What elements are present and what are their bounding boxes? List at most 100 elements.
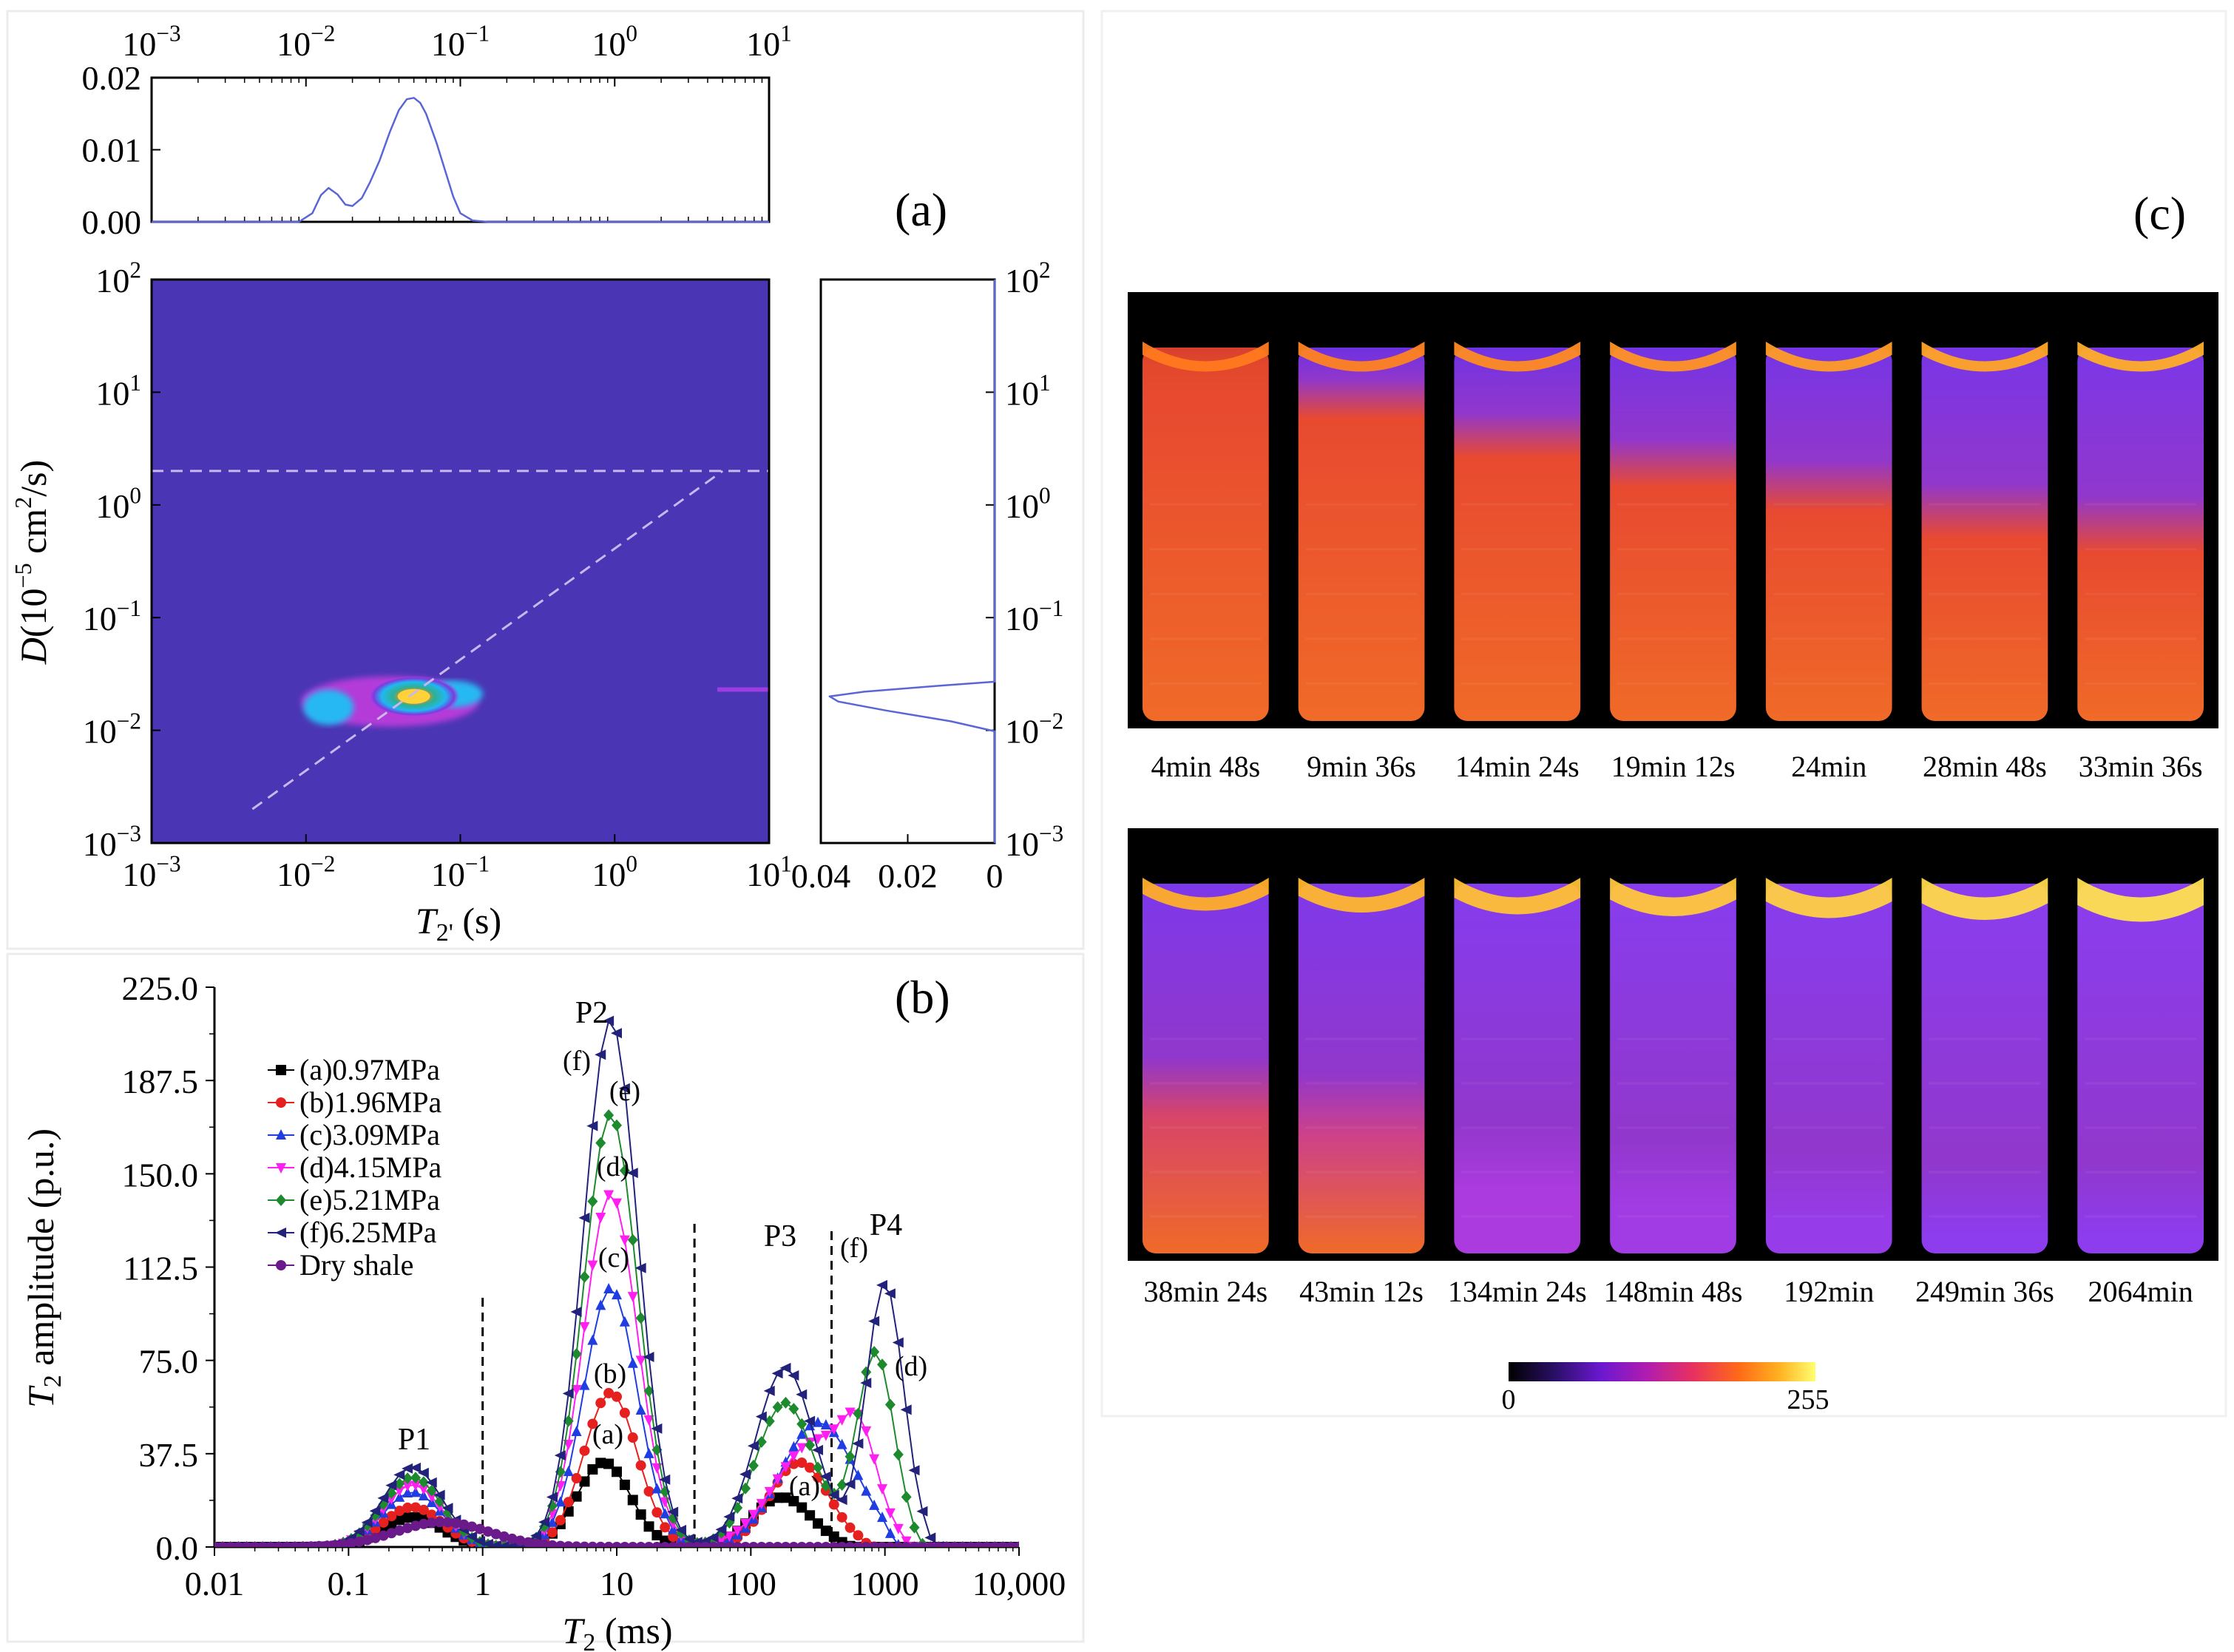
b-marker-circle [563, 1541, 574, 1547]
b-marker-circle [909, 1542, 920, 1547]
b-x-tick-label: 1 [474, 1565, 491, 1602]
c-colorbar-max-label: 255 [1787, 1384, 1829, 1415]
b-marker-triangle-left [530, 1530, 542, 1541]
b-legend-entry: (a)0.97MPa [299, 1053, 440, 1086]
panel-c-label: (c) [2133, 187, 2186, 240]
b-marker-square [805, 1510, 816, 1521]
b-marker-triangle-left [827, 1489, 839, 1500]
b-marker-circle [853, 1542, 864, 1547]
panel-a-right-projection: 0.04 0.02 010−3 10−2 10−1 100 101 102 [791, 257, 1064, 895]
top-x-tick-label: 101 [746, 21, 792, 63]
b-x-tick-label: 0.01 [185, 1565, 245, 1602]
b-legend-entry: Dry shale [299, 1248, 413, 1282]
b-marker-diamond [668, 1511, 679, 1524]
b-marker-triangle-left [739, 1469, 751, 1480]
b-y-axis-label: T2 amplitude (p.u.) [20, 1128, 67, 1408]
panel-b-frame [6, 952, 1085, 1643]
b-marker-circle [828, 1499, 839, 1510]
b-marker-circle [708, 1542, 719, 1547]
b-marker-triangle-up [402, 1487, 413, 1498]
b-marker-triangle-down [844, 1407, 856, 1418]
b-marker-diamond [635, 1312, 646, 1324]
b-marker-triangle-down [740, 1519, 751, 1530]
c-sample-body [2077, 348, 2204, 721]
b-marker-square [643, 1521, 654, 1532]
b-marker-triangle-left [481, 1538, 493, 1547]
b-marker-triangle-left [441, 1503, 453, 1514]
map-edge-streak [717, 687, 769, 692]
c-sample-image [1765, 878, 1892, 1253]
b-x-tick-label: 100 [725, 1565, 776, 1602]
b-marker-diamond [627, 1233, 638, 1246]
b-marker-triangle-left [554, 1450, 566, 1461]
b-marker-circle [965, 1542, 976, 1547]
map-x-tick-label: 10−2 [277, 851, 335, 893]
b-marker-triangle-down [877, 1484, 888, 1495]
right-x-tick-label: 0.02 [878, 857, 938, 895]
b-legend-entry: (f)6.25MPa [299, 1216, 437, 1249]
b-marker-square [571, 1491, 582, 1502]
c-sample-meniscus [2077, 342, 2204, 372]
b-marker-triangle-down [788, 1451, 799, 1462]
b-marker-circle [386, 1511, 397, 1522]
b-marker-circle [796, 1542, 808, 1547]
b-marker-circle [539, 1539, 550, 1547]
b-marker-circle [884, 1542, 896, 1547]
b-marker-diamond [276, 1194, 286, 1206]
b-marker-diamond [805, 1439, 816, 1452]
b-marker-square [410, 1511, 421, 1523]
c-sample-meniscus [1610, 878, 1736, 916]
b-marker-square [820, 1526, 831, 1537]
c-timestamp-label: 33min 36s [2079, 750, 2203, 783]
c-sample-meniscus [1298, 342, 1425, 372]
b-marker-circle [233, 1541, 244, 1547]
b-marker-square [796, 1502, 808, 1513]
c-sample-image [1610, 878, 1736, 1253]
b-marker-triangle-left [618, 1083, 630, 1094]
b-marker-circle [732, 1542, 743, 1547]
b-marker-circle [394, 1506, 405, 1517]
c-sample-body [1454, 348, 1581, 721]
b-marker-diamond [877, 1358, 888, 1371]
b-marker-triangle-up [796, 1428, 808, 1439]
map-y-tick-label: 10−2 [83, 708, 141, 750]
b-y-tick-label: 112.5 [123, 1250, 198, 1287]
b-marker-circle [828, 1542, 839, 1547]
b-marker-diamond [612, 1119, 622, 1131]
b-marker-triangle-down [796, 1443, 808, 1454]
b-marker-circle [877, 1542, 888, 1547]
b-marker-triangle-left [538, 1517, 550, 1528]
map-blob-left [303, 689, 354, 725]
b-marker-diamond [643, 1385, 654, 1398]
b-curve-label: (a) [789, 1471, 820, 1502]
b-marker-circle [796, 1458, 808, 1469]
b-curve-label: (f) [563, 1046, 591, 1077]
b-marker-diamond [909, 1521, 920, 1534]
b-curve-label: (b) [594, 1358, 626, 1389]
b-marker-circle [523, 1537, 534, 1547]
b-marker-circle [844, 1522, 856, 1533]
b-marker-triangle-down [764, 1486, 775, 1497]
c-sample-image [1298, 342, 1425, 721]
b-marker-triangle-up [836, 1438, 847, 1449]
c-sample-image [1298, 878, 1425, 1253]
b-marker-circle [571, 1473, 582, 1484]
b-marker-circle [917, 1542, 928, 1547]
b-marker-diamond [861, 1366, 872, 1378]
top-y-tick-label: 0.01 [82, 132, 142, 169]
b-marker-triangle-left [603, 1015, 615, 1026]
b-marker-triangle-down [612, 1198, 622, 1209]
b-marker-triangle-down [579, 1321, 590, 1333]
c-timestamp-label: 2064min [2088, 1275, 2193, 1308]
b-marker-triangle-down [813, 1434, 823, 1445]
c-sample-body [1454, 884, 1581, 1253]
c-timestamp-label: 148min 48s [1604, 1275, 1743, 1308]
b-marker-square [635, 1509, 646, 1520]
b-marker-square [813, 1518, 823, 1529]
b-marker-triangle-left [836, 1494, 847, 1506]
map-x-axis-label: T2' (s) [416, 900, 501, 947]
right-x-tick-label: 0.04 [791, 857, 851, 895]
b-marker-circle [627, 1541, 638, 1547]
top-y-tick-label: 0.00 [82, 203, 142, 241]
panel-c-frame [1100, 10, 2227, 1418]
